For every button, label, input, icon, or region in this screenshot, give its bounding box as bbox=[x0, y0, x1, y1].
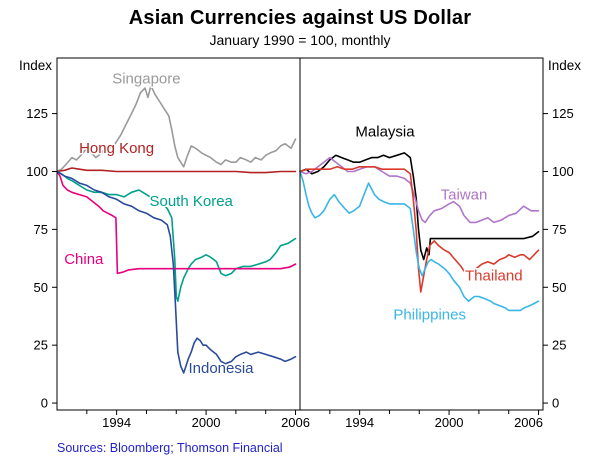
series-label-china: China bbox=[64, 251, 104, 268]
y-tick-label-right: 25 bbox=[552, 338, 566, 353]
series-label-hong-kong: Hong Kong bbox=[79, 140, 154, 157]
y-tick-label-right: 75 bbox=[552, 222, 566, 237]
y-tick-label-left: 0 bbox=[41, 396, 48, 411]
y-tick-label-left: 25 bbox=[34, 338, 48, 353]
series-line-indonesia bbox=[56, 170, 297, 374]
x-tick-label: 1994 bbox=[345, 415, 374, 430]
y-tick-label-left: 50 bbox=[34, 280, 48, 295]
series-label-philippines: Philippines bbox=[393, 307, 466, 324]
series-label-indonesia: Indonesia bbox=[188, 360, 254, 377]
y-tick-label-right: 50 bbox=[552, 280, 566, 295]
chart-subtitle: January 1990 = 100, monthly bbox=[209, 32, 391, 48]
series-line-malaysia bbox=[299, 152, 540, 261]
series-label-malaysia: Malaysia bbox=[355, 124, 415, 141]
y-tick-label-left: 75 bbox=[34, 222, 48, 237]
x-tick-label: 2000 bbox=[192, 415, 221, 430]
chart-area: 0 0 25 25 50 50 75 75 100 100 125 125 Index Index 1994… bbox=[0, 52, 600, 432]
y-tick-label-right: 100 bbox=[552, 164, 574, 179]
series-label-singapore: Singapore bbox=[112, 71, 180, 88]
x-tick-label: 2000 bbox=[435, 415, 464, 430]
y-tick-label-right: 125 bbox=[552, 106, 574, 121]
x-tick-label: 2006 bbox=[514, 415, 543, 430]
series-label-south-korea: South Korea bbox=[149, 193, 233, 210]
y-tick-label-left: 125 bbox=[26, 106, 48, 121]
series-line-taiwan bbox=[299, 156, 540, 224]
y-tick-label-left: 100 bbox=[26, 164, 48, 179]
series-line-hong-kong bbox=[56, 167, 297, 174]
currency-line-chart: 0 0 25 25 50 50 75 75 100 100 125 125 Index Index 1994… bbox=[19, 57, 581, 430]
series-line-china bbox=[56, 170, 297, 275]
x-tick-label: 2006 bbox=[281, 415, 310, 430]
series-line-thailand bbox=[299, 166, 540, 293]
sources-note: Sources: Bloomberg; Thomson Financial bbox=[57, 441, 283, 455]
series-line-philippines bbox=[299, 170, 540, 312]
series-label-thailand: Thailand bbox=[465, 267, 523, 284]
x-tick-label: 1994 bbox=[102, 415, 131, 430]
chart-title: Asian Currencies against US Dollar bbox=[128, 7, 472, 29]
series-line-south-korea bbox=[56, 170, 297, 302]
y-tick-label-right: 0 bbox=[552, 396, 559, 411]
y-axis-title-left: Index bbox=[19, 58, 52, 73]
series-line-singapore bbox=[56, 84, 297, 173]
series-label-taiwan: Taiwan bbox=[441, 186, 488, 203]
y-axis-title-right: Index bbox=[548, 58, 581, 73]
